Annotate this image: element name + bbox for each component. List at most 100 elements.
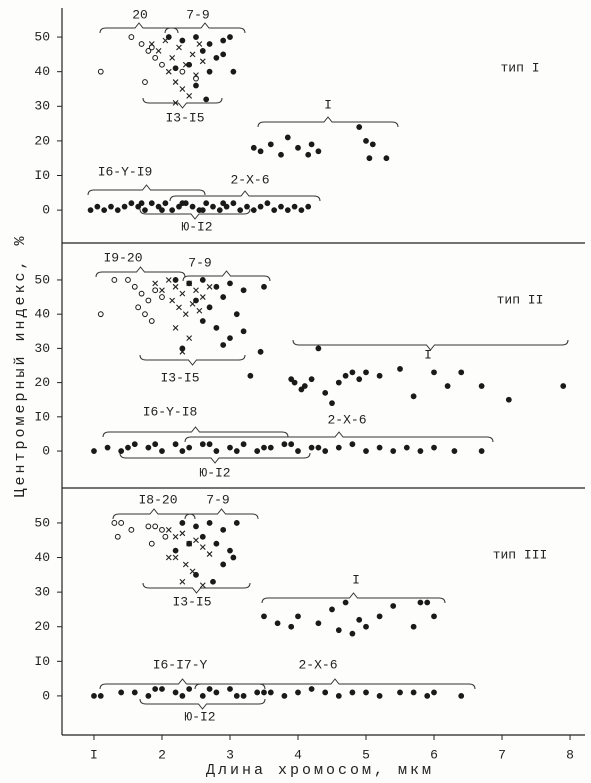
dot-point [335, 444, 342, 451]
dot-point [193, 523, 199, 530]
open-point [131, 283, 138, 290]
dot-point [291, 203, 298, 210]
y-tick-label: 30 [34, 585, 50, 600]
bracket [139, 208, 251, 220]
open-point [97, 68, 104, 75]
panel-label: тип III [493, 547, 548, 562]
dot-point [179, 345, 186, 352]
open-point [159, 526, 165, 533]
dot-point [478, 383, 485, 389]
dot-point [264, 200, 271, 207]
dot-point [363, 369, 369, 376]
y-tick-label: 50 [34, 30, 50, 45]
dot-point [305, 203, 312, 210]
dot-point [227, 444, 233, 451]
dot-point [278, 203, 284, 210]
bracket [99, 678, 266, 690]
dot-point [295, 689, 301, 696]
dot-point [271, 207, 278, 214]
dot-point [193, 297, 199, 304]
cross-stroke [172, 554, 179, 561]
cross-stroke [193, 537, 199, 544]
cross-point [206, 551, 213, 557]
dot-point [213, 540, 220, 547]
dot-point [335, 693, 342, 699]
dot-point [179, 693, 186, 699]
dot-point [199, 48, 206, 54]
cross-stroke [186, 335, 193, 342]
dot-point [291, 379, 298, 386]
dot-point [267, 689, 274, 696]
x-tick-label: 4 [294, 747, 302, 762]
dot-point [295, 144, 301, 151]
dot-point [227, 280, 233, 287]
dot-point [206, 686, 213, 692]
dot-point [267, 141, 274, 148]
dot-point [118, 689, 125, 696]
cross-stroke [165, 68, 172, 75]
cross-point [169, 297, 176, 304]
dot-point [220, 561, 227, 568]
dot-point [284, 134, 291, 141]
dot-point [431, 444, 437, 451]
bracket [182, 270, 271, 282]
dot-point [383, 155, 390, 162]
cross-point [193, 287, 199, 294]
cross-stroke [206, 283, 213, 290]
dot-point [288, 441, 295, 448]
cross-point [186, 93, 193, 99]
dot-point [206, 520, 213, 526]
dot-point [295, 448, 301, 454]
open-point [162, 533, 169, 540]
annotation: I [324, 97, 332, 112]
dot-point [315, 444, 322, 451]
dot-point [142, 207, 148, 214]
annotation: 7-9 [188, 255, 211, 270]
bracket [119, 452, 311, 464]
cross-point [199, 582, 206, 589]
dot-point [397, 366, 403, 372]
cross-point [172, 99, 179, 106]
dot-point [240, 287, 247, 294]
dot-point [206, 304, 213, 311]
open-point [152, 287, 159, 294]
dot-point [193, 34, 199, 40]
dot-point [298, 207, 305, 214]
dot-point [322, 448, 329, 454]
dot-point [172, 547, 179, 554]
dot-point [261, 689, 267, 696]
y-tick-label: I0 [34, 654, 50, 669]
dot-point [233, 448, 240, 454]
dot-point [216, 207, 223, 214]
dot-point [250, 144, 257, 151]
dot-point [213, 689, 220, 696]
cross-stroke [182, 561, 189, 568]
dot-point [165, 34, 172, 40]
dot-point [335, 379, 342, 386]
open-point [193, 75, 199, 82]
dot-point [186, 540, 193, 547]
bracket [261, 592, 446, 604]
cross-point [179, 578, 186, 585]
cross-point [155, 48, 162, 54]
dot-point [288, 376, 295, 383]
dot-point [131, 689, 138, 696]
dot-point [97, 693, 104, 699]
dot-point [363, 623, 369, 630]
cross-stroke [169, 54, 176, 61]
bracket [142, 97, 223, 109]
dot-point [203, 200, 210, 207]
dot-point [193, 82, 199, 89]
open-point [114, 533, 121, 540]
dot-point [257, 148, 264, 155]
dot-point [172, 65, 179, 72]
panel-label: тип I [500, 60, 539, 75]
cross-point [193, 72, 199, 79]
open-point [145, 297, 152, 304]
bracket [142, 582, 251, 594]
cross-point [172, 283, 179, 290]
cross-stroke [196, 41, 203, 47]
dot-point [213, 324, 220, 331]
y-tick-label: 50 [34, 272, 50, 287]
dot-point [240, 328, 247, 335]
